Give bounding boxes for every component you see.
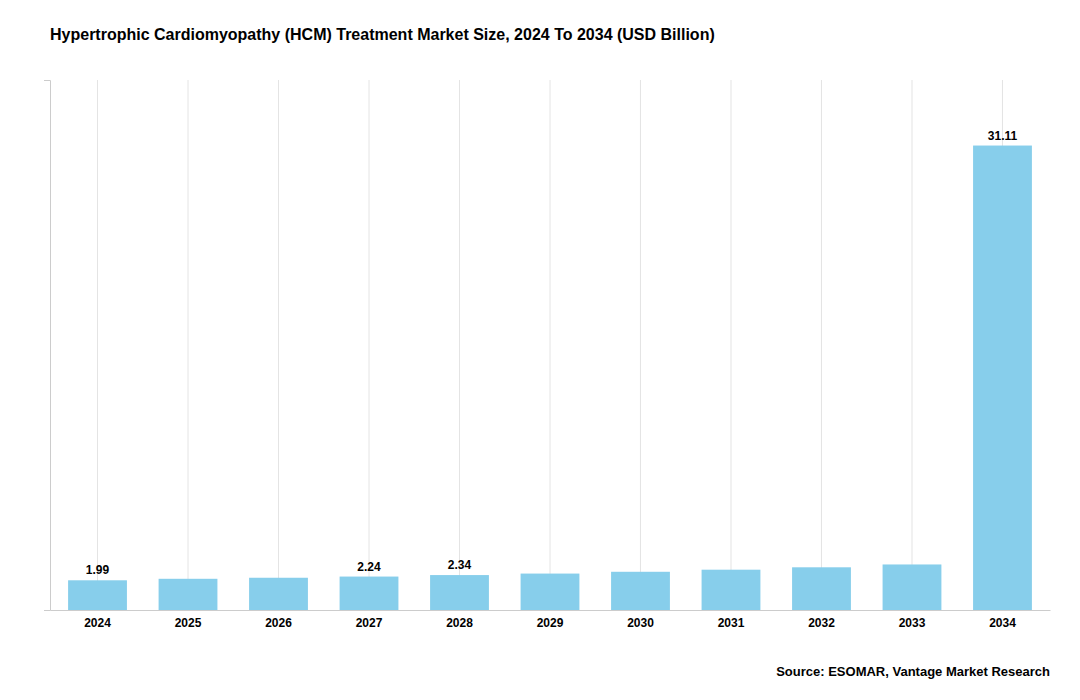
bar (430, 575, 489, 610)
x-tick-label: 2029 (537, 616, 564, 630)
data-label: 31.11 (988, 129, 1018, 143)
grid-line (821, 80, 822, 610)
x-tick: 2033 (899, 610, 926, 630)
bar (883, 564, 942, 610)
y-axis (44, 81, 51, 611)
grid-line (640, 80, 641, 610)
x-tick: 2029 (537, 610, 564, 630)
title: Hypertrophic Cardiomyopathy (HCM) Treatm… (50, 26, 715, 43)
data-labels: 1.99 2.24 2.34 31.11 (86, 129, 1018, 578)
data-label: 2.24 (357, 560, 381, 574)
bar (159, 579, 218, 610)
bar (792, 567, 851, 610)
annotation: Source: ESOMAR, Vantage Market Research (776, 664, 1050, 679)
grid-line (550, 80, 551, 610)
grid-line (97, 80, 98, 610)
data-label: 2.34 (448, 558, 472, 572)
bar (973, 146, 1032, 610)
bars (68, 146, 1032, 610)
x-tick-label: 2030 (627, 616, 654, 630)
x-tick: 2025 (175, 610, 202, 630)
x-tick-label: 2033 (899, 616, 926, 630)
x-tick: 2028 (446, 610, 473, 630)
bar (611, 572, 670, 610)
grid-line (188, 80, 189, 610)
x-tick-label: 2028 (446, 616, 473, 630)
grid-line (730, 80, 731, 610)
bar (68, 580, 127, 610)
bar (702, 570, 761, 610)
x-tick-label: 2032 (808, 616, 835, 630)
x-tick: 2034 (989, 610, 1016, 630)
bar (249, 578, 308, 610)
grid-line (911, 80, 912, 610)
x-tick: 2026 (265, 610, 292, 630)
grid-line (278, 80, 279, 610)
y-axis-line (44, 81, 51, 611)
x-tick: 2024 (84, 610, 111, 630)
bar (340, 577, 399, 610)
plot: 1.992.242.3431.1120242025202620272028202… (44, 80, 1051, 630)
x-axis-line (51, 610, 1051, 611)
x-tick-label: 2026 (265, 616, 292, 630)
data-label: 1.99 (86, 563, 110, 577)
grid-line (459, 80, 460, 610)
grid (98, 80, 1003, 610)
x-tick-label: 2031 (718, 616, 745, 630)
grid-line (369, 80, 370, 610)
x-axis: 2024 2025 2026 2027 2028 2029 2030 2031 2032 2033… (51, 610, 1051, 630)
x-tick: 2032 (808, 610, 835, 630)
x-tick-label: 2027 (356, 616, 383, 630)
bar (521, 574, 580, 610)
x-tick: 2027 (356, 610, 383, 630)
x-tick-label: 2024 (84, 616, 111, 630)
chart: 1.992.242.3431.1120242025202620272028202… (0, 0, 1080, 700)
x-tick: 2030 (627, 610, 654, 630)
x-tick-label: 2025 (175, 616, 202, 630)
x-tick: 2031 (718, 610, 745, 630)
x-tick-label: 2034 (989, 616, 1016, 630)
